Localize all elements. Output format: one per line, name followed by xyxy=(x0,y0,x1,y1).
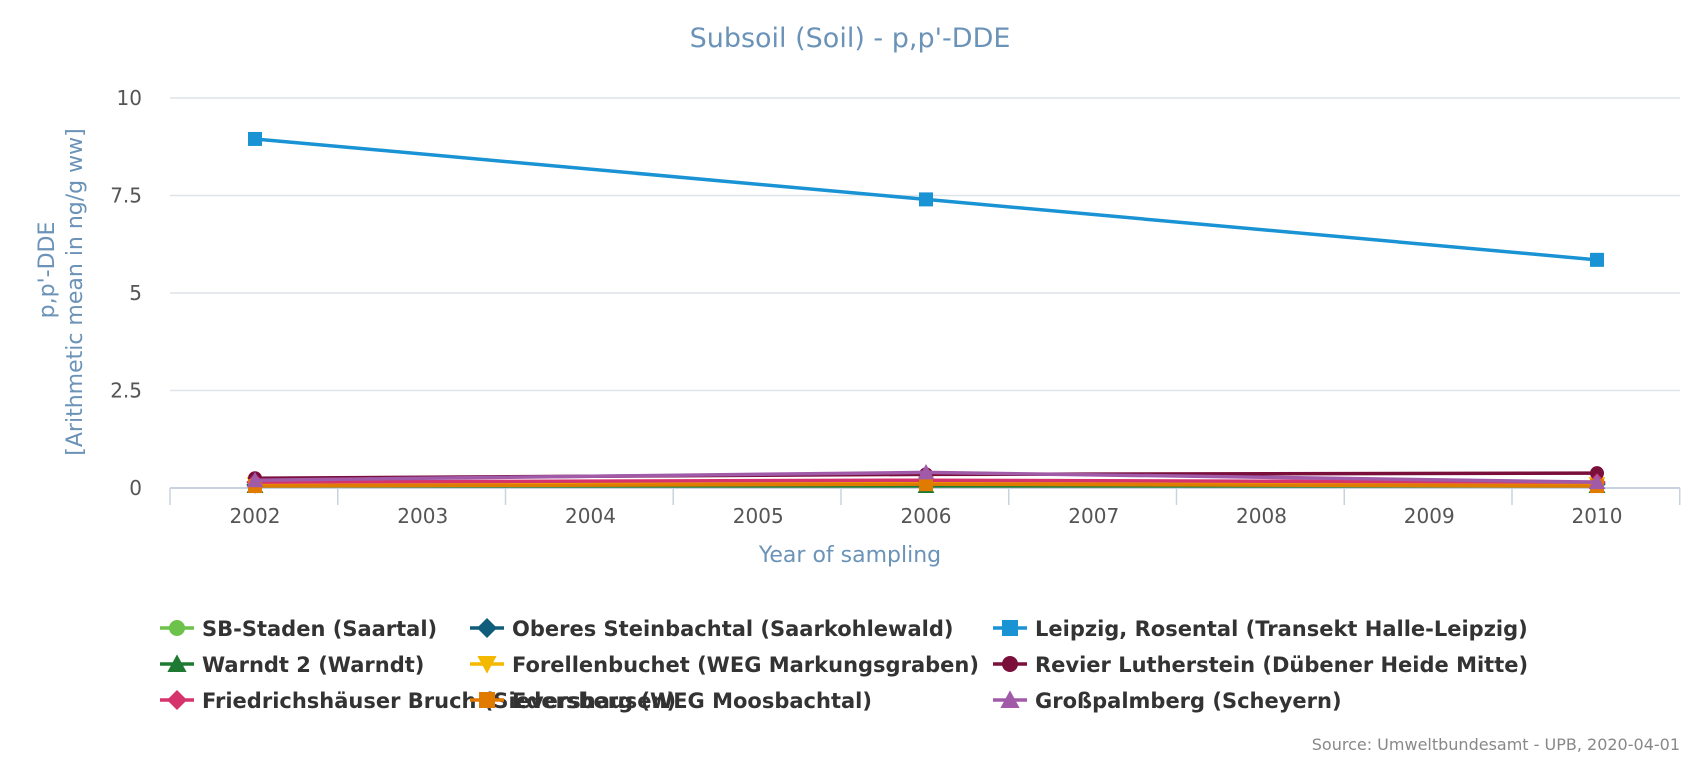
y-tick-label: 0 xyxy=(129,476,142,500)
y-axis: 0 2.5 5 7.5 10 xyxy=(110,86,142,500)
legend[interactable]: SB-Staden (Saartal) Oberes Steinbachtal (… xyxy=(160,617,1528,713)
legend-marker-icon xyxy=(167,690,187,710)
data-point xyxy=(246,471,264,488)
legend-item[interactable]: Revier Lutherstein (Dübener Heide Mitte) xyxy=(993,653,1528,677)
legend-marker-icon xyxy=(477,656,497,674)
legend-item[interactable]: Friedrichshäuser Bruch (Sievershausen) xyxy=(160,689,676,713)
x-axis-title: Year of sampling xyxy=(758,543,941,568)
y-tick-label: 7.5 xyxy=(110,184,142,208)
x-tick-label: 2004 xyxy=(565,504,616,528)
legend-marker-icon xyxy=(1002,620,1018,636)
grid xyxy=(170,97,1680,489)
data-point xyxy=(1590,252,1604,267)
legend-label: Leipzig, Rosental (Transekt Halle-Leipzi… xyxy=(1035,617,1528,641)
legend-label: Oberes Steinbachtal (Saarkohlewald) xyxy=(512,617,953,641)
y-tick-label: 10 xyxy=(117,86,142,110)
data-point xyxy=(917,464,935,480)
data-point xyxy=(1590,466,1604,481)
legend-item[interactable]: Oberes Steinbachtal (Saarkohlewald) xyxy=(470,617,953,641)
data-point xyxy=(248,131,262,146)
legend-marker-icon xyxy=(1000,690,1020,708)
legend-item[interactable]: Edersberg (WEG Moosbachtal) xyxy=(470,689,872,713)
legend-item[interactable]: SB-Staden (Saartal) xyxy=(160,617,437,641)
series-3 xyxy=(248,131,1604,267)
legend-item[interactable]: Warndt 2 (Warndt) xyxy=(160,653,424,677)
data-point xyxy=(919,192,933,207)
legend-label: Warndt 2 (Warndt) xyxy=(202,653,424,677)
legend-marker-icon xyxy=(169,620,185,636)
legend-marker-icon xyxy=(1002,656,1018,672)
chart-title: Subsoil (Soil) - p,p'-DDE xyxy=(690,23,1011,54)
legend-label: Friedrichshäuser Bruch (Sievershausen) xyxy=(202,689,676,713)
legend-marker-icon xyxy=(167,654,187,672)
legend-item[interactable]: Leipzig, Rosental (Transekt Halle-Leipzi… xyxy=(993,617,1528,641)
legend-label: SB-Staden (Saartal) xyxy=(202,617,437,641)
x-axis: 2002 2003 2004 2005 2006 2007 2008 2009 2010 xyxy=(169,487,1681,528)
y-axis-title-line1: p,p'-DDE xyxy=(35,222,60,319)
legend-marker-icon xyxy=(477,618,497,638)
y-tick-label: 2.5 xyxy=(110,379,142,403)
x-tick-label: 2008 xyxy=(1236,504,1287,528)
x-tick-label: 2003 xyxy=(397,504,448,528)
legend-marker-icon xyxy=(479,692,495,708)
x-tick-label: 2010 xyxy=(1572,504,1623,528)
x-tick-label: 2009 xyxy=(1404,504,1455,528)
x-tick-label: 2007 xyxy=(1068,504,1119,528)
x-tick-label: 2005 xyxy=(733,504,784,528)
x-tick-label: 2006 xyxy=(901,504,952,528)
legend-item[interactable]: Forellenbuchet (WEG Markungsgraben) xyxy=(470,653,979,677)
legend-label: Edersberg (WEG Moosbachtal) xyxy=(512,689,872,713)
data-point xyxy=(1588,473,1606,490)
y-axis-title-line2: [Arithmetic mean in ng/g ww] xyxy=(63,128,88,455)
series-9 xyxy=(246,464,1606,490)
legend-label: Großpalmberg (Scheyern) xyxy=(1035,689,1342,713)
y-tick-label: 5 xyxy=(129,281,142,305)
series-group xyxy=(246,131,1606,494)
data-point xyxy=(919,477,933,492)
legend-label: Revier Lutherstein (Dübener Heide Mitte) xyxy=(1035,653,1528,677)
source-credit: Source: Umweltbundesamt - UPB, 2020-04-0… xyxy=(1312,735,1680,754)
legend-item[interactable]: Großpalmberg (Scheyern) xyxy=(993,689,1342,713)
legend-label: Forellenbuchet (WEG Markungsgraben) xyxy=(512,653,979,677)
x-tick-label: 2002 xyxy=(230,504,281,528)
